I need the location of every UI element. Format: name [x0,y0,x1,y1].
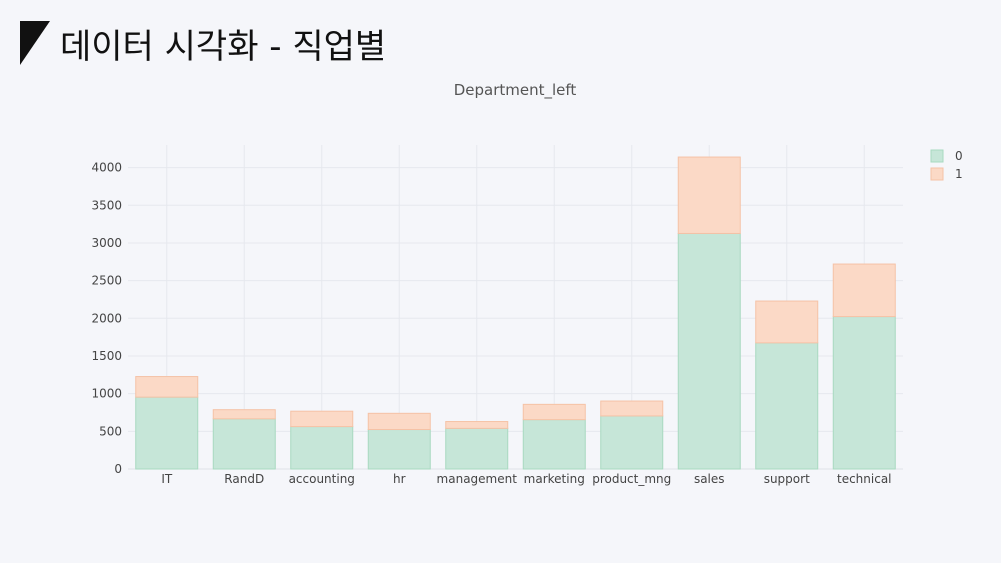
x-tick-label: sales [694,472,725,486]
bar-RandD-series-0[interactable] [212,418,276,470]
bar-sales-series-1[interactable] [677,156,741,234]
slide-title-row: 데이터 시각화 - 직업별 [20,18,386,68]
y-tick-label: 1000 [91,387,122,401]
legend-label-1[interactable]: 1 [955,167,963,181]
y-tick-label: 2000 [91,311,122,325]
bar-RandD-series-1[interactable] [212,409,276,420]
x-tick-label: marketing [524,472,585,486]
x-tick-label: accounting [289,472,355,486]
x-tick-label: product_mng [592,472,671,486]
bar-marketing-series-1[interactable] [522,403,586,421]
slide-title: 데이터 시각화 - 직업별 [60,26,387,67]
legend-swatch-0[interactable] [930,149,944,163]
y-tick-label: 4000 [91,161,122,175]
bar-IT-series-0[interactable] [135,396,199,470]
bar-product_mng-series-1[interactable] [600,400,664,417]
axis: 0 500 1000 1500 2000 2500 3000 3500 4000 IT RandD a… [91,161,891,486]
x-tick-label: RandD [224,472,264,486]
bar-hr-series-1[interactable] [367,412,431,431]
bar-management-series-1[interactable] [445,421,509,429]
legend-label-0[interactable]: 0 [955,149,963,163]
y-tick-label: 2500 [91,274,122,288]
y-tick-label: 500 [99,424,122,438]
bar-support-series-1[interactable] [755,300,819,344]
bars [135,156,896,470]
chart-title: Department_left [454,81,577,100]
x-tick-label: hr [393,472,406,486]
x-tick-label: support [764,472,810,486]
x-tick-label: management [437,472,518,486]
x-tick-label: IT [161,472,173,486]
bar-technical-series-1[interactable] [832,263,896,318]
bar-accounting-series-1[interactable] [290,410,354,428]
bar-support-series-0[interactable] [755,342,819,470]
bar-product_mng-series-0[interactable] [600,415,664,470]
x-tick-label: technical [837,472,892,486]
bar-management-series-0[interactable] [445,427,509,470]
legend-swatch-1[interactable] [930,167,944,181]
y-tick-label: 3000 [91,236,122,250]
bar-accounting-series-0[interactable] [290,426,354,470]
bar-IT-series-1[interactable] [135,376,199,398]
bar-technical-series-0[interactable] [832,316,896,470]
y-tick-label: 3500 [91,198,122,212]
y-tick-label: 1500 [91,349,122,363]
legend[interactable]: 01 [930,149,963,181]
title-marker-triangle-icon [20,21,50,65]
bar-sales-series-0[interactable] [677,232,741,470]
bar-hr-series-0[interactable] [367,429,431,470]
bar-marketing-series-0[interactable] [522,419,586,470]
y-tick-label: 0 [114,462,122,476]
